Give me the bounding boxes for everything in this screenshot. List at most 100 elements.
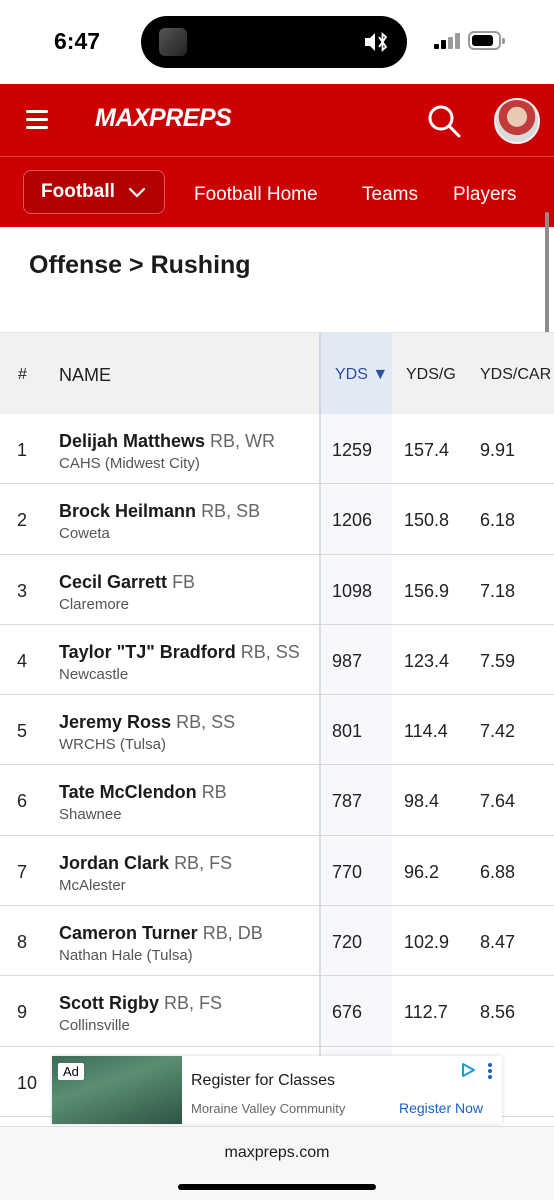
- row-rank: 5: [17, 721, 28, 742]
- player-school[interactable]: Newcastle: [59, 665, 129, 683]
- player-position: FB: [172, 571, 196, 592]
- page-title: Offense > Rushing: [29, 251, 251, 279]
- table-row[interactable]: 6 Tate McClendon RB Shawnee 787 98.4 7.64: [0, 765, 554, 836]
- row-rank: 4: [17, 650, 28, 671]
- ad-image[interactable]: Ad: [52, 1056, 182, 1124]
- cellular-signal-icon: [434, 33, 460, 49]
- player-name-text[interactable]: Taylor "TJ" Bradford: [59, 641, 236, 662]
- player-school[interactable]: CAHS (Midwest City): [59, 455, 200, 472]
- player-name[interactable]: Brock Heilmann RB, SB: [59, 501, 260, 522]
- cell-yds-per-game: 150.8: [404, 510, 450, 531]
- player-name-text[interactable]: Brock Heilmann: [59, 501, 197, 522]
- player-name-text[interactable]: Tate McClendon: [59, 782, 197, 803]
- page-scrollbar[interactable]: [545, 212, 549, 346]
- status-time: 6:47: [54, 28, 101, 54]
- cell-yds: 1098: [332, 580, 373, 601]
- ad-title[interactable]: Register for Classes: [191, 1072, 336, 1089]
- player-name-text[interactable]: Delijah Matthews: [59, 431, 206, 451]
- player-name[interactable]: Cameron Turner RB, DB: [59, 923, 263, 944]
- player-name-text[interactable]: Jordan Clark: [59, 852, 170, 873]
- player-name-text[interactable]: Cameron Turner: [59, 923, 198, 944]
- player-name-text[interactable]: Jeremy Ross: [59, 712, 172, 733]
- header-yds-per-carry[interactable]: YDS/CAR: [480, 366, 552, 383]
- cell-yds-per-carry: 6.88: [480, 861, 516, 882]
- player-position: RB, SS: [240, 641, 300, 662]
- rushing-stats-table: # NAME YDS ▼ YDS/G YDS/CAR 1 Delijah Matt…: [0, 332, 554, 1117]
- table-row[interactable]: 8 Cameron Turner RB, DB Nathan Hale (Tulsa…: [0, 906, 554, 977]
- player-name[interactable]: Cecil Garrett FB: [59, 572, 195, 593]
- table-row[interactable]: 9 Scott Rigby RB, FS Collinsville 676 112.7 8…: [0, 976, 554, 1047]
- nav-teams[interactable]: Teams: [362, 184, 418, 205]
- cell-yds-per-game: 114.4: [404, 721, 448, 742]
- ad-register-button[interactable]: Register Now: [399, 1100, 484, 1116]
- sport-selector[interactable]: Football: [23, 170, 165, 214]
- row-rank: 1: [17, 440, 28, 460]
- header-yds-sorted[interactable]: YDS ▼: [335, 366, 389, 383]
- ad-label: Ad: [58, 1063, 84, 1080]
- cell-yds-per-game: 123.4: [404, 650, 450, 671]
- url-bar[interactable]: maxpreps.com: [224, 1144, 330, 1161]
- search-icon[interactable]: [427, 104, 461, 138]
- yds-column-cell-bg: [319, 906, 392, 976]
- player-name[interactable]: Jordan Clark RB, FS: [59, 853, 232, 874]
- more-vertical-icon[interactable]: [487, 1062, 493, 1080]
- player-school[interactable]: Nathan Hale (Tulsa): [59, 947, 193, 965]
- cell-yds-per-game: 96.2: [404, 861, 440, 882]
- cell-yds-per-carry: 8.56: [480, 1002, 516, 1023]
- cell-yds-per-carry: 8.47: [480, 932, 516, 953]
- adchoices-icon[interactable]: [460, 1062, 476, 1078]
- browser-bottom-bar: maxpreps.com: [0, 1126, 554, 1200]
- yds-column-cell-bg: [319, 835, 392, 906]
- cell-yds: 987: [332, 650, 363, 671]
- cell-yds: 801: [332, 721, 363, 742]
- cell-yds-per-game: 98.4: [404, 791, 440, 812]
- player-school[interactable]: McAlester: [59, 876, 126, 894]
- player-position: RB: [201, 782, 227, 803]
- yds-column-cell-bg: [319, 554, 392, 624]
- player-name[interactable]: Jeremy Ross RB, SS: [59, 712, 235, 733]
- player-position: RB, SB: [201, 501, 261, 522]
- cell-yds-per-carry: 9.91: [480, 440, 516, 460]
- avatar[interactable]: [494, 98, 540, 144]
- header-name[interactable]: NAME: [59, 365, 112, 385]
- player-school[interactable]: Collinsville: [59, 1017, 130, 1035]
- battery-icon: [468, 31, 505, 50]
- table-row[interactable]: 1 Delijah Matthews RB, WR CAHS (Midwest Ci…: [0, 414, 554, 485]
- player-school[interactable]: WRCHS (Tulsa): [59, 736, 166, 754]
- home-indicator[interactable]: [178, 1184, 376, 1190]
- hamburger-icon[interactable]: [26, 110, 48, 129]
- player-name[interactable]: Scott Rigby RB, FS: [59, 993, 222, 1014]
- header-yds-per-game[interactable]: YDS/G: [406, 366, 456, 383]
- table-row[interactable]: 7 Jordan Clark RB, FS McAlester 770 96.2 6.88: [0, 835, 554, 907]
- player-school[interactable]: Shawnee: [59, 806, 122, 824]
- player-position: RB, SS: [176, 712, 236, 733]
- player-name[interactable]: Taylor "TJ" Bradford RB, SS: [59, 642, 300, 663]
- cell-yds-per-carry: 7.18: [480, 580, 516, 601]
- player-position: RB, WR: [210, 431, 276, 451]
- nav-players[interactable]: Players: [453, 184, 517, 205]
- table-header: # NAME YDS ▼ YDS/G YDS/CAR: [0, 332, 554, 415]
- sport-selector-label: Football: [41, 181, 115, 202]
- ad-banner[interactable]: Ad Register for Classes Moraine Valley C…: [52, 1056, 502, 1124]
- cell-yds-per-game: 112.7: [404, 1002, 448, 1023]
- player-school[interactable]: Claremore: [59, 595, 130, 613]
- cell-yds: 676: [332, 1002, 363, 1023]
- cell-yds-per-carry: 7.64: [480, 791, 516, 812]
- player-school[interactable]: Coweta: [59, 525, 110, 543]
- player-name-text[interactable]: Scott Rigby: [59, 993, 160, 1014]
- player-position: RB, DB: [202, 923, 263, 944]
- table-row[interactable]: 2 Brock Heilmann RB, SB Coweta 1206 150.8 6.1…: [0, 484, 554, 555]
- table-row[interactable]: 3 Cecil Garrett FB Claremore 1098 156.9 7.18: [0, 554, 554, 625]
- row-rank: 8: [17, 932, 28, 953]
- sport-nav: Football Football Home Teams Players: [0, 156, 554, 227]
- cell-yds: 1259: [332, 440, 373, 460]
- maxpreps-logo[interactable]: MAXPREPS: [95, 104, 232, 132]
- player-name[interactable]: Tate McClendon RB: [59, 782, 227, 803]
- table-row[interactable]: 5 Jeremy Ross RB, SS WRCHS (Tulsa) 801 114.4…: [0, 695, 554, 766]
- table-row[interactable]: 4 Taylor "TJ" Bradford RB, SS Newcastle 987…: [0, 624, 554, 696]
- nav-football-home[interactable]: Football Home: [194, 184, 318, 205]
- cell-yds-per-game: 156.9: [404, 580, 450, 601]
- player-name-text[interactable]: Cecil Garrett: [59, 571, 168, 592]
- cell-yds-per-carry: 7.59: [480, 650, 516, 671]
- player-name[interactable]: Delijah Matthews RB, WR: [59, 431, 275, 452]
